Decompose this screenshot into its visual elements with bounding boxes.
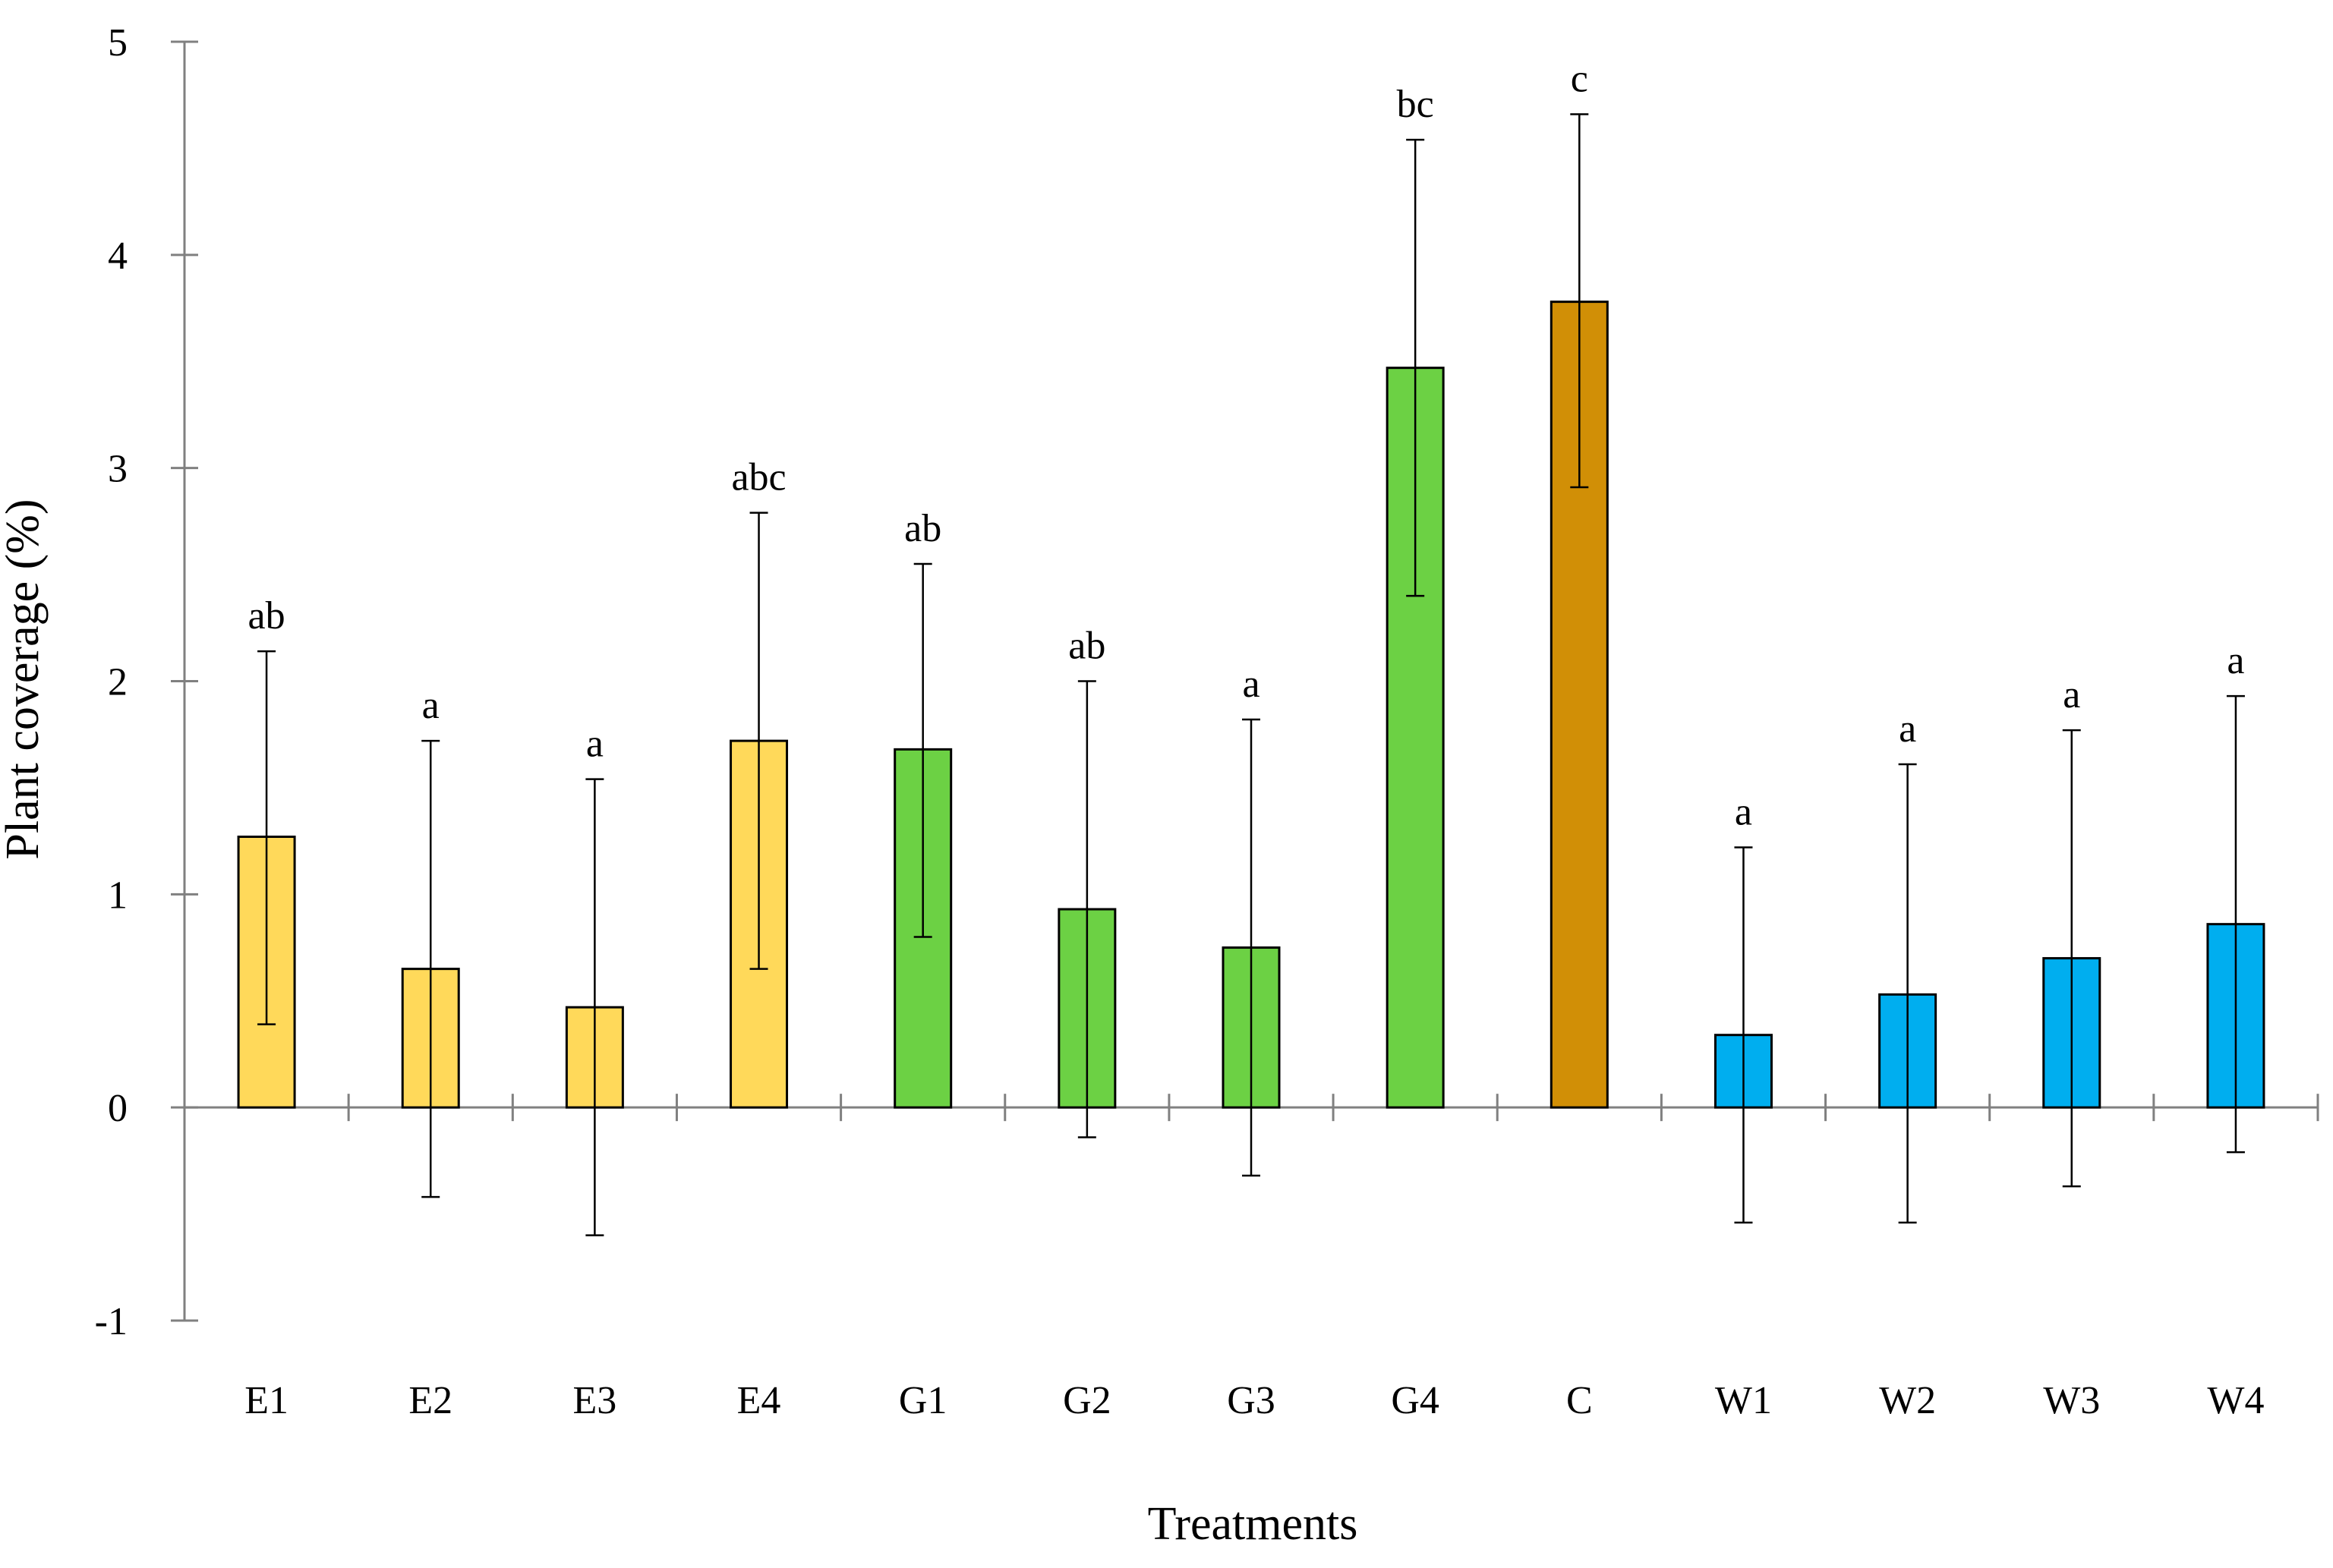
category-label: E4 — [737, 1379, 781, 1422]
category-label: W2 — [1879, 1379, 1936, 1422]
y-tick-label: -1 — [95, 1300, 128, 1343]
y-axis-title: Plant coverage (%) — [0, 499, 49, 859]
category-label: G2 — [1063, 1379, 1111, 1422]
category-label: E2 — [408, 1379, 452, 1422]
significance-label: a — [1735, 791, 1752, 834]
y-axis: -1 0 1 2 3 4 5 — [95, 21, 198, 1343]
significance-label: a — [422, 684, 440, 727]
y-tick-label: 5 — [108, 21, 128, 65]
category-label: W1 — [1715, 1379, 1772, 1422]
category-label: G3 — [1227, 1379, 1275, 1422]
significance-label: ab — [248, 594, 285, 638]
significance-label: abc — [731, 456, 786, 499]
significance-label: a — [1899, 707, 1916, 751]
category-label: G4 — [1391, 1379, 1439, 1422]
category-labels: E1 E2 E3 E4 G1 G2 G3 G4 C W1 W2 W3 W4 — [244, 1379, 2264, 1422]
error-bars — [257, 113, 2245, 1236]
bar — [1550, 301, 1609, 1109]
category-label: W3 — [2043, 1379, 2100, 1422]
category-label: C — [1566, 1379, 1593, 1422]
significance-label: a — [2063, 673, 2080, 716]
y-tick-label: 1 — [108, 874, 128, 917]
significance-label: ab — [1068, 625, 1105, 668]
significance-label: a — [586, 723, 604, 766]
significance-label: a — [2227, 639, 2244, 682]
significance-label: bc — [1397, 83, 1434, 126]
category-label: W4 — [2207, 1379, 2264, 1422]
significance-label: a — [1242, 663, 1260, 706]
y-tick-label: 0 — [108, 1087, 128, 1130]
significance-label: ab — [904, 507, 941, 550]
y-tick-label: 2 — [108, 661, 128, 704]
significance-label: c — [1571, 57, 1588, 100]
y-tick-label: 4 — [108, 235, 128, 278]
category-label: G1 — [899, 1379, 947, 1422]
category-label: E3 — [573, 1379, 617, 1422]
x-axis-title: Treatments — [1148, 1498, 1358, 1550]
category-label: E1 — [244, 1379, 288, 1422]
y-tick-label: 3 — [108, 448, 128, 491]
